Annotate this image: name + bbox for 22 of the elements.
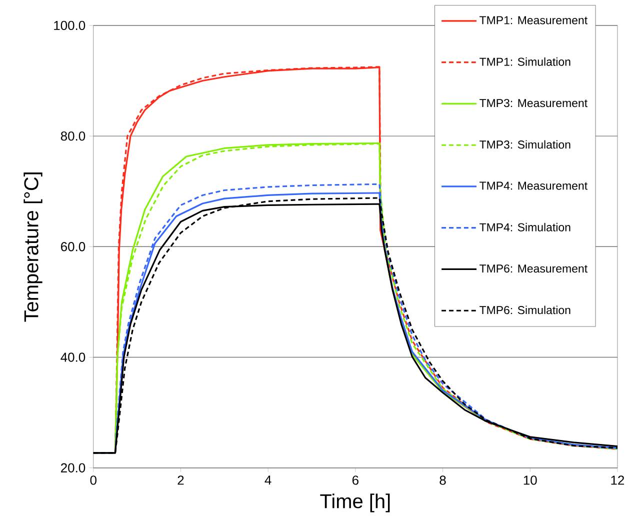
x-tick-label: 6	[352, 475, 358, 485]
legend-label: TMP3: Measurement	[480, 98, 588, 107]
x-axis-title: Time [h]	[320, 494, 390, 512]
x-tick-label: 4	[264, 475, 272, 484]
legend-label: TMP4: Simulation	[480, 222, 570, 232]
x-tick-label: 12	[611, 475, 624, 485]
y-tick-label: 40.0	[60, 352, 86, 362]
legend-label: TMP1: Simulation	[480, 57, 570, 66]
x-tick-label: 8	[440, 475, 446, 485]
legend-label: TMP6: Measurement	[480, 264, 588, 272]
y-tick-label: 60.0	[61, 242, 86, 252]
x-tick-label: 2	[178, 475, 184, 485]
y-tick-label: 20.0	[61, 463, 86, 472]
y-tick-label: 100.0	[54, 20, 86, 30]
legend-label: TMP1: Measurement	[480, 16, 588, 24]
legend-label: TMP3: Simulation	[480, 140, 570, 149]
legend-label: TMP6: Simulation	[480, 306, 570, 314]
x-tick-label: 10	[524, 475, 537, 485]
y-axis-title: Temperature [°C]	[24, 172, 42, 322]
legend-label: TMP4: Measurement	[480, 182, 588, 190]
x-tick-label: 0	[90, 475, 96, 485]
y-tick-label: 80.0	[60, 131, 86, 141]
